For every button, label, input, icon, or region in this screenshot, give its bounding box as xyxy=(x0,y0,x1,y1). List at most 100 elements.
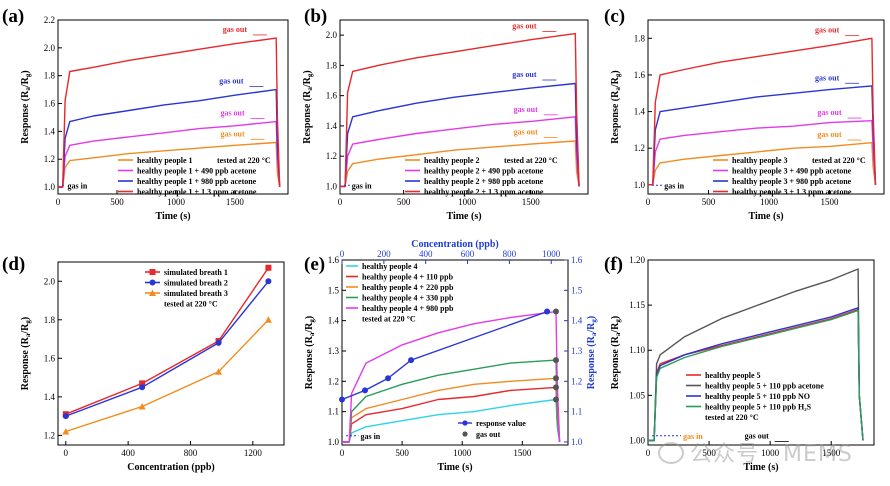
gas-out-point xyxy=(552,308,559,315)
legend-label: gas out xyxy=(476,430,501,439)
x2-axis-label: Concentration (ppb) xyxy=(411,239,499,250)
response-value-point xyxy=(362,387,369,394)
series-group xyxy=(342,310,561,443)
legend-label: healthy people 3 + 980 ppb acetone xyxy=(732,177,852,186)
response-value-point xyxy=(385,375,392,382)
legend-swatch xyxy=(462,431,468,437)
panel-b: (b) 0 500 1000 1500 1.0 1.2 1.4 1.6 1.8 2.0 Time (s… xyxy=(300,0,600,244)
x-tick-label: 0 xyxy=(646,448,651,458)
axis-label-part: /R xyxy=(20,76,31,88)
x-tick-label: 1000 xyxy=(760,197,779,207)
series-line xyxy=(340,32,580,188)
legend-label: response value xyxy=(476,419,526,428)
axis-label-part: ) xyxy=(302,70,313,73)
x-tick-label: 1500 xyxy=(226,197,245,207)
data-point xyxy=(264,316,272,323)
panel-f: (f) 0 500 1000 1500 1.00 1.05 1.10 1.15 1.20 Time … xyxy=(600,244,890,486)
panel-label: (f) xyxy=(604,254,623,275)
x-axis-label: Time (s) xyxy=(743,462,778,473)
legend-label: simulated breath 3 xyxy=(164,289,228,298)
series-line xyxy=(58,37,281,188)
annotation: gas out xyxy=(223,25,248,34)
panel-c: (c) 0 500 1000 1500 1.0 1.2 1.4 1.6 1.8 Time (s) Re… xyxy=(600,0,890,244)
x-tick-label: 500 xyxy=(397,197,411,207)
y-axis-label: Response (Ra/Rg) xyxy=(302,70,314,143)
data-point xyxy=(139,384,146,391)
legend-label: healthy people 3 + 490 ppb acetone xyxy=(732,167,852,176)
x-tick-label: 400 xyxy=(121,448,135,458)
data-point xyxy=(138,402,146,410)
x2-tick-label: 0 xyxy=(340,249,345,259)
y2-tick-label: 1.4 xyxy=(571,316,583,326)
y-tick-label: 1.05 xyxy=(629,390,645,400)
x-tick-label: 1500 xyxy=(822,448,841,458)
legend-label: healthy people 4 + 980 ppb xyxy=(362,304,454,313)
x-tick-label: 1500 xyxy=(821,197,840,207)
x-tick-label: 500 xyxy=(702,197,716,207)
axis-label-part: a xyxy=(24,333,32,337)
series-line xyxy=(65,319,269,433)
y-tick-label: 1.4 xyxy=(328,316,340,326)
legend-label: healthy people 4 xyxy=(362,262,418,271)
axis-label-part: g xyxy=(24,73,32,77)
y-tick-label: 1.3 xyxy=(328,346,340,356)
y-tick-label: 1.8 xyxy=(44,71,56,81)
series-group xyxy=(340,32,580,188)
y-tick-label: 1.2 xyxy=(44,154,55,164)
x-tick-label: 1000 xyxy=(761,448,780,458)
data-point xyxy=(265,264,272,271)
y-tick-label: 1.0 xyxy=(328,437,340,447)
legend-note: tested at 220 °C xyxy=(705,413,759,422)
data-point xyxy=(62,428,70,435)
panel-label: (a) xyxy=(2,6,24,27)
annotation: gas out xyxy=(815,73,840,82)
y-tick-label: 1.1 xyxy=(328,407,339,417)
legend-label: healthy people 2 + 1.3 ppm acetone xyxy=(424,188,544,197)
x2-tick-label: 400 xyxy=(419,249,433,259)
data-point xyxy=(215,368,223,375)
y-tick-label: 1.0 xyxy=(634,180,646,190)
series-line xyxy=(342,310,561,443)
annotation: gas out xyxy=(815,26,840,35)
y-tick-label: 1.8 xyxy=(634,33,646,43)
annotation: gas out xyxy=(514,128,539,137)
y-tick-label: 1.4 xyxy=(44,126,56,136)
y2-tick-label: 1.6 xyxy=(571,255,583,265)
data-point xyxy=(215,339,222,346)
legend-label: healthy people 4 + 110 ppb xyxy=(362,273,454,282)
y-tick-label: 2.0 xyxy=(44,276,56,286)
axis-label-part: /R xyxy=(586,322,597,334)
panel-a: (a) 0 500 1000 1500 1.0 1.2 1.4 1.6 1.8 2.0 2.2 Time… xyxy=(0,0,300,244)
axis-label-part: g xyxy=(614,319,622,323)
gas-out-point xyxy=(552,396,559,403)
y-axis-label: Response (Ra/Rg) xyxy=(20,317,32,390)
series-line xyxy=(65,280,269,417)
series-group xyxy=(648,268,864,442)
series-line xyxy=(648,309,864,442)
data-point xyxy=(139,380,146,387)
x2-tick-label: 1000 xyxy=(542,249,561,259)
series-group xyxy=(648,37,877,186)
axis-label-part: Response (R xyxy=(20,336,31,390)
x-axis-label: Time (s) xyxy=(748,211,783,222)
y-tick-label: 1.0 xyxy=(44,182,56,192)
y-tick-label: 1.6 xyxy=(44,353,56,363)
x-tick-label: 1500 xyxy=(522,197,541,207)
annotation: gas out xyxy=(219,76,244,85)
axis-label-part: ) xyxy=(304,316,315,319)
x-axis-label: Concentration (ppb) xyxy=(127,462,215,473)
axis-label-part: /R xyxy=(20,323,31,335)
panel-label: (c) xyxy=(604,6,625,27)
series-line xyxy=(65,267,269,415)
legend-label: healthy people 2 xyxy=(424,156,480,165)
annotation: gas out xyxy=(512,22,537,31)
axis-label-part: a xyxy=(614,332,622,336)
series-line xyxy=(340,82,580,188)
axis-label-part: ) xyxy=(20,317,31,320)
y-tick-label: 1.4 xyxy=(634,107,646,117)
y2-tick-label: 1.1 xyxy=(571,407,582,417)
y-tick-label: 2.0 xyxy=(326,30,338,40)
annotation: gas in xyxy=(352,181,372,190)
y-tick-label: 1.2 xyxy=(44,430,55,440)
